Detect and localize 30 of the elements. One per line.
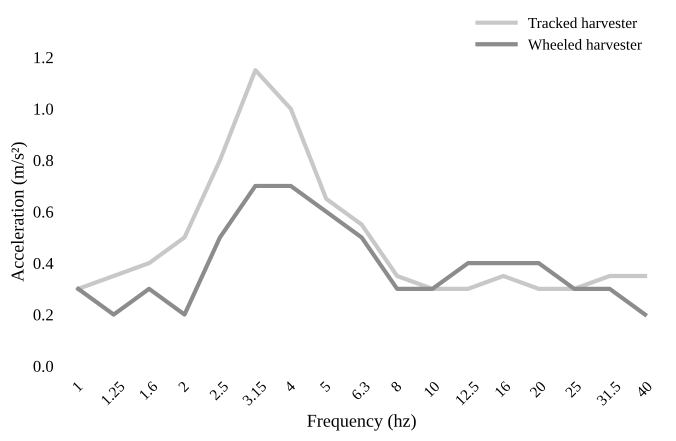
x-tick-label: 8 (390, 380, 402, 393)
line-series (76, 184, 648, 317)
x-tick-label: 1.25 (100, 380, 126, 406)
x-tick-label: 1.6 (138, 380, 158, 400)
y-tick-label: 0.8 (34, 154, 54, 166)
y-tick-label: 0.2 (34, 309, 53, 321)
x-tick-label: 16 (494, 380, 512, 398)
x-tick-label: 2 (178, 380, 190, 392)
y-tick-label: 1.2 (34, 52, 53, 64)
legend-label: Wheeled harvester (528, 38, 642, 50)
y-tick-label: 0.6 (34, 206, 54, 218)
y-tick-label: 0.0 (34, 360, 54, 372)
x-tick-label: 2.5 (209, 380, 230, 401)
x-tick-label: 1 (72, 380, 83, 392)
x-tick-label: 10 (423, 380, 440, 398)
y-tick-label: 1.0 (34, 103, 54, 115)
x-tick-label: 6.3 (350, 380, 371, 401)
x-tick-label: 4 (284, 380, 296, 393)
y-tick-label: 0.4 (34, 258, 54, 270)
x-tick-label: 40 (635, 380, 653, 398)
legend-label: Tracked harvester (528, 17, 638, 28)
x-tick-label: 5 (320, 380, 332, 392)
x-tick-label: 3.15 (242, 380, 268, 406)
x-tick-label: 20 (529, 380, 546, 398)
line-series (76, 68, 648, 291)
x-tick-label: 12.5 (454, 380, 480, 406)
x-tick-label: 31.5 (596, 380, 622, 406)
y-axis-title: Acceleration (m/s²) (10, 142, 28, 282)
x-axis-title: Frequency (hz) (307, 414, 416, 431)
x-tick-label: 25 (564, 380, 582, 398)
